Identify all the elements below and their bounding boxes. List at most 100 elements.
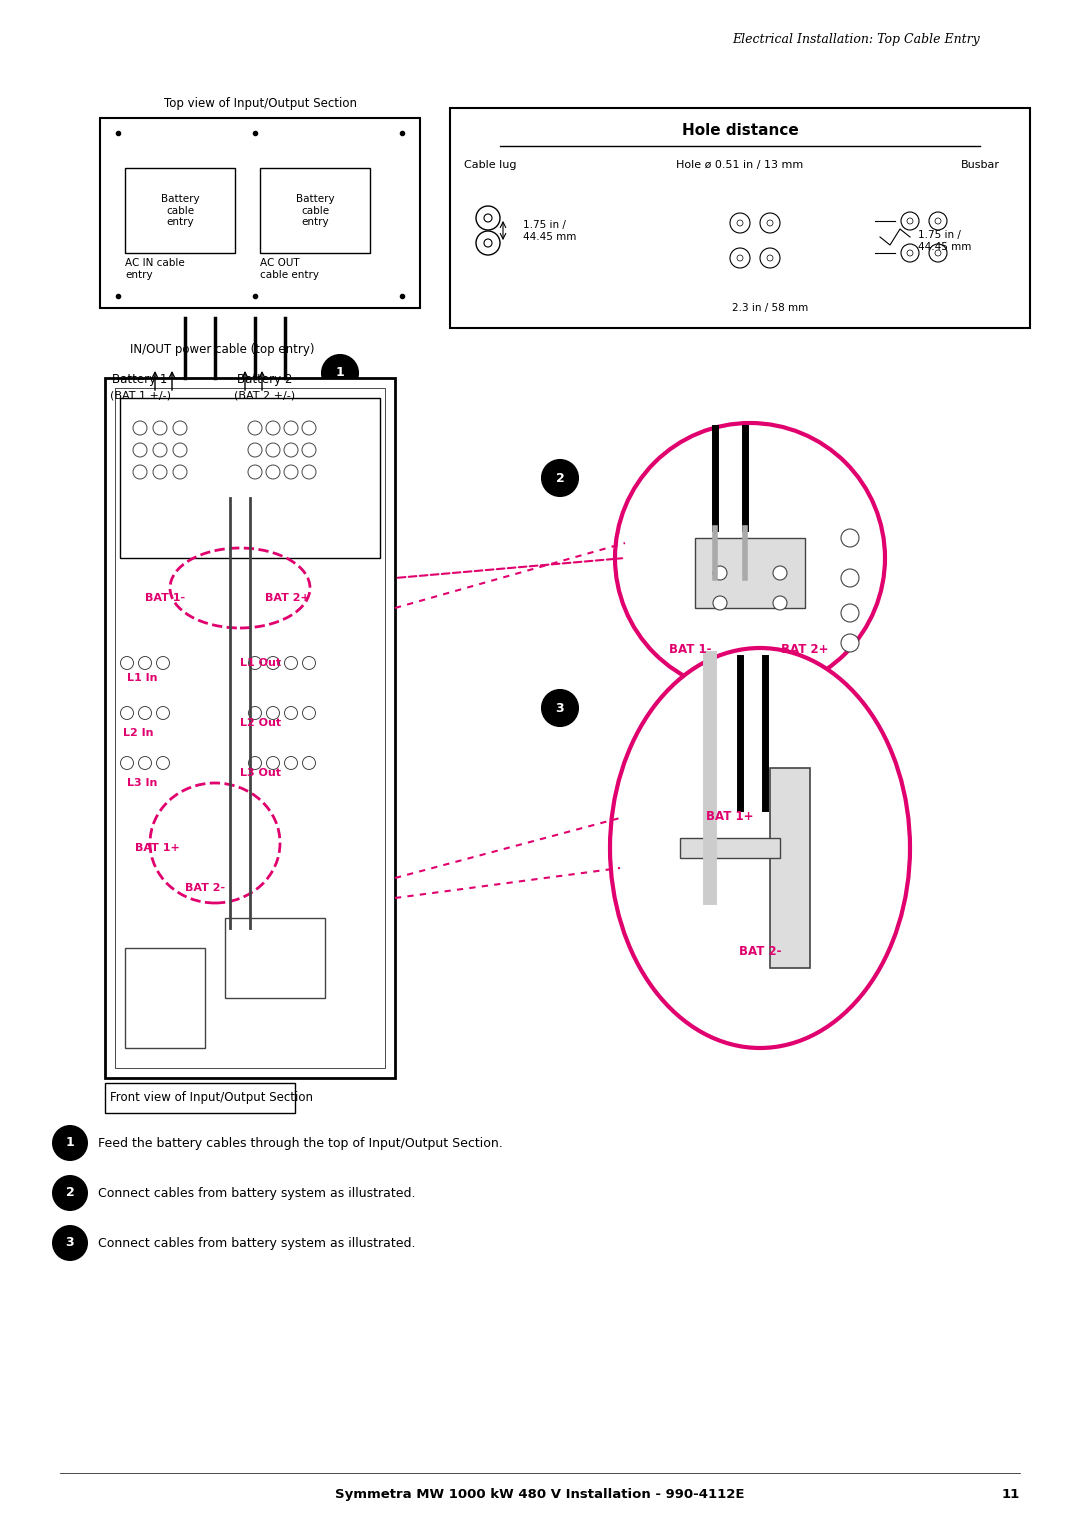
Circle shape <box>248 465 262 478</box>
Text: (BAT 2 +/-): (BAT 2 +/-) <box>234 390 296 400</box>
Circle shape <box>248 422 262 435</box>
Circle shape <box>284 422 298 435</box>
Circle shape <box>266 422 280 435</box>
Circle shape <box>138 706 151 720</box>
Circle shape <box>254 961 267 975</box>
Text: 2: 2 <box>66 1187 75 1199</box>
Circle shape <box>138 657 151 669</box>
Circle shape <box>484 238 492 248</box>
Circle shape <box>484 214 492 222</box>
Text: BAT 1-: BAT 1- <box>669 643 712 656</box>
Text: Top view of Input/Output Section: Top view of Input/Output Section <box>163 96 356 110</box>
Circle shape <box>615 423 885 694</box>
Bar <box>125 947 205 1048</box>
Circle shape <box>760 248 780 267</box>
Bar <box>120 397 380 558</box>
Bar <box>105 377 395 1077</box>
Text: 3: 3 <box>66 1236 75 1250</box>
Circle shape <box>121 706 134 720</box>
Circle shape <box>767 255 773 261</box>
Text: 1: 1 <box>336 367 345 379</box>
Text: BAT 2+: BAT 2+ <box>781 643 828 656</box>
Text: 3: 3 <box>556 701 565 715</box>
Circle shape <box>773 596 787 610</box>
Text: BAT 1+: BAT 1+ <box>706 810 754 824</box>
Circle shape <box>935 251 941 257</box>
Circle shape <box>737 220 743 226</box>
Text: Electrical Installation: Top Cable Entry: Electrical Installation: Top Cable Entry <box>732 34 980 46</box>
Circle shape <box>542 691 578 726</box>
Text: Battery 2: Battery 2 <box>238 373 293 387</box>
Circle shape <box>767 220 773 226</box>
Circle shape <box>52 1225 87 1261</box>
Text: BAT 1+: BAT 1+ <box>135 843 179 853</box>
Text: 1: 1 <box>66 1137 75 1149</box>
Circle shape <box>302 756 315 770</box>
Circle shape <box>476 231 500 255</box>
Bar <box>450 108 1030 329</box>
Circle shape <box>173 422 187 435</box>
Circle shape <box>153 443 167 457</box>
Bar <box>105 1083 295 1112</box>
Text: 1.75 in /
44.45 mm: 1.75 in / 44.45 mm <box>918 231 971 252</box>
Circle shape <box>153 465 167 478</box>
Circle shape <box>302 937 315 949</box>
Circle shape <box>284 756 297 770</box>
Circle shape <box>266 443 280 457</box>
Circle shape <box>267 657 280 669</box>
Circle shape <box>284 706 297 720</box>
Text: BAT 2-: BAT 2- <box>739 944 781 958</box>
Circle shape <box>322 354 357 391</box>
Circle shape <box>284 465 298 478</box>
Circle shape <box>157 657 170 669</box>
Text: 2.3 in / 58 mm: 2.3 in / 58 mm <box>732 303 808 313</box>
Circle shape <box>302 961 315 975</box>
Circle shape <box>713 596 727 610</box>
Text: Symmetra MW 1000 kW 480 V Installation - 990-4112E: Symmetra MW 1000 kW 480 V Installation -… <box>335 1488 745 1500</box>
Text: L1 Out: L1 Out <box>240 659 281 668</box>
Circle shape <box>267 706 280 720</box>
Circle shape <box>284 961 297 975</box>
Text: Feed the battery cables through the top of Input/Output Section.: Feed the battery cables through the top … <box>98 1137 503 1149</box>
Circle shape <box>248 443 262 457</box>
Circle shape <box>841 634 859 652</box>
Text: L2 In: L2 In <box>123 727 153 738</box>
Text: Busbar: Busbar <box>960 160 999 170</box>
Text: Battery
cable
entry: Battery cable entry <box>296 194 335 228</box>
Circle shape <box>730 212 750 232</box>
Circle shape <box>248 961 261 975</box>
Circle shape <box>713 565 727 581</box>
Circle shape <box>730 248 750 267</box>
Text: L1 In: L1 In <box>127 672 158 683</box>
Circle shape <box>302 706 315 720</box>
Circle shape <box>248 756 261 770</box>
Text: L3 Out: L3 Out <box>240 769 281 778</box>
Text: (BAT 1 +/-): (BAT 1 +/-) <box>109 390 171 400</box>
Circle shape <box>248 706 261 720</box>
Circle shape <box>901 212 919 231</box>
Circle shape <box>302 443 316 457</box>
Circle shape <box>302 465 316 478</box>
Text: 11: 11 <box>1002 1488 1020 1500</box>
Circle shape <box>841 604 859 622</box>
Circle shape <box>121 756 134 770</box>
Bar <box>770 769 810 969</box>
Circle shape <box>929 244 947 261</box>
Bar <box>114 388 384 1068</box>
Text: AC OUT
cable entry: AC OUT cable entry <box>260 258 319 280</box>
Circle shape <box>233 937 246 949</box>
Circle shape <box>841 568 859 587</box>
Circle shape <box>841 529 859 547</box>
Text: BAT 2+: BAT 2+ <box>265 593 310 604</box>
Circle shape <box>133 422 147 435</box>
Circle shape <box>248 937 261 949</box>
Bar <box>225 918 325 998</box>
Circle shape <box>267 937 280 949</box>
Circle shape <box>476 206 500 231</box>
Circle shape <box>284 937 297 949</box>
Circle shape <box>284 443 298 457</box>
Circle shape <box>173 465 187 478</box>
Text: Hole distance: Hole distance <box>681 122 798 138</box>
Bar <box>696 538 805 608</box>
Circle shape <box>133 443 147 457</box>
